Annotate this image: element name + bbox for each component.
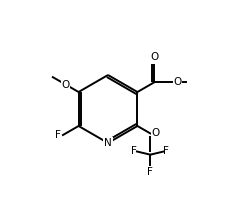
Text: O: O xyxy=(152,128,160,138)
Text: O: O xyxy=(62,80,70,90)
Text: N: N xyxy=(104,138,112,148)
Text: F: F xyxy=(132,146,137,157)
Text: F: F xyxy=(148,167,153,177)
Text: F: F xyxy=(163,146,169,157)
Text: F: F xyxy=(55,130,61,140)
Text: O: O xyxy=(173,77,181,87)
Text: O: O xyxy=(150,52,158,62)
